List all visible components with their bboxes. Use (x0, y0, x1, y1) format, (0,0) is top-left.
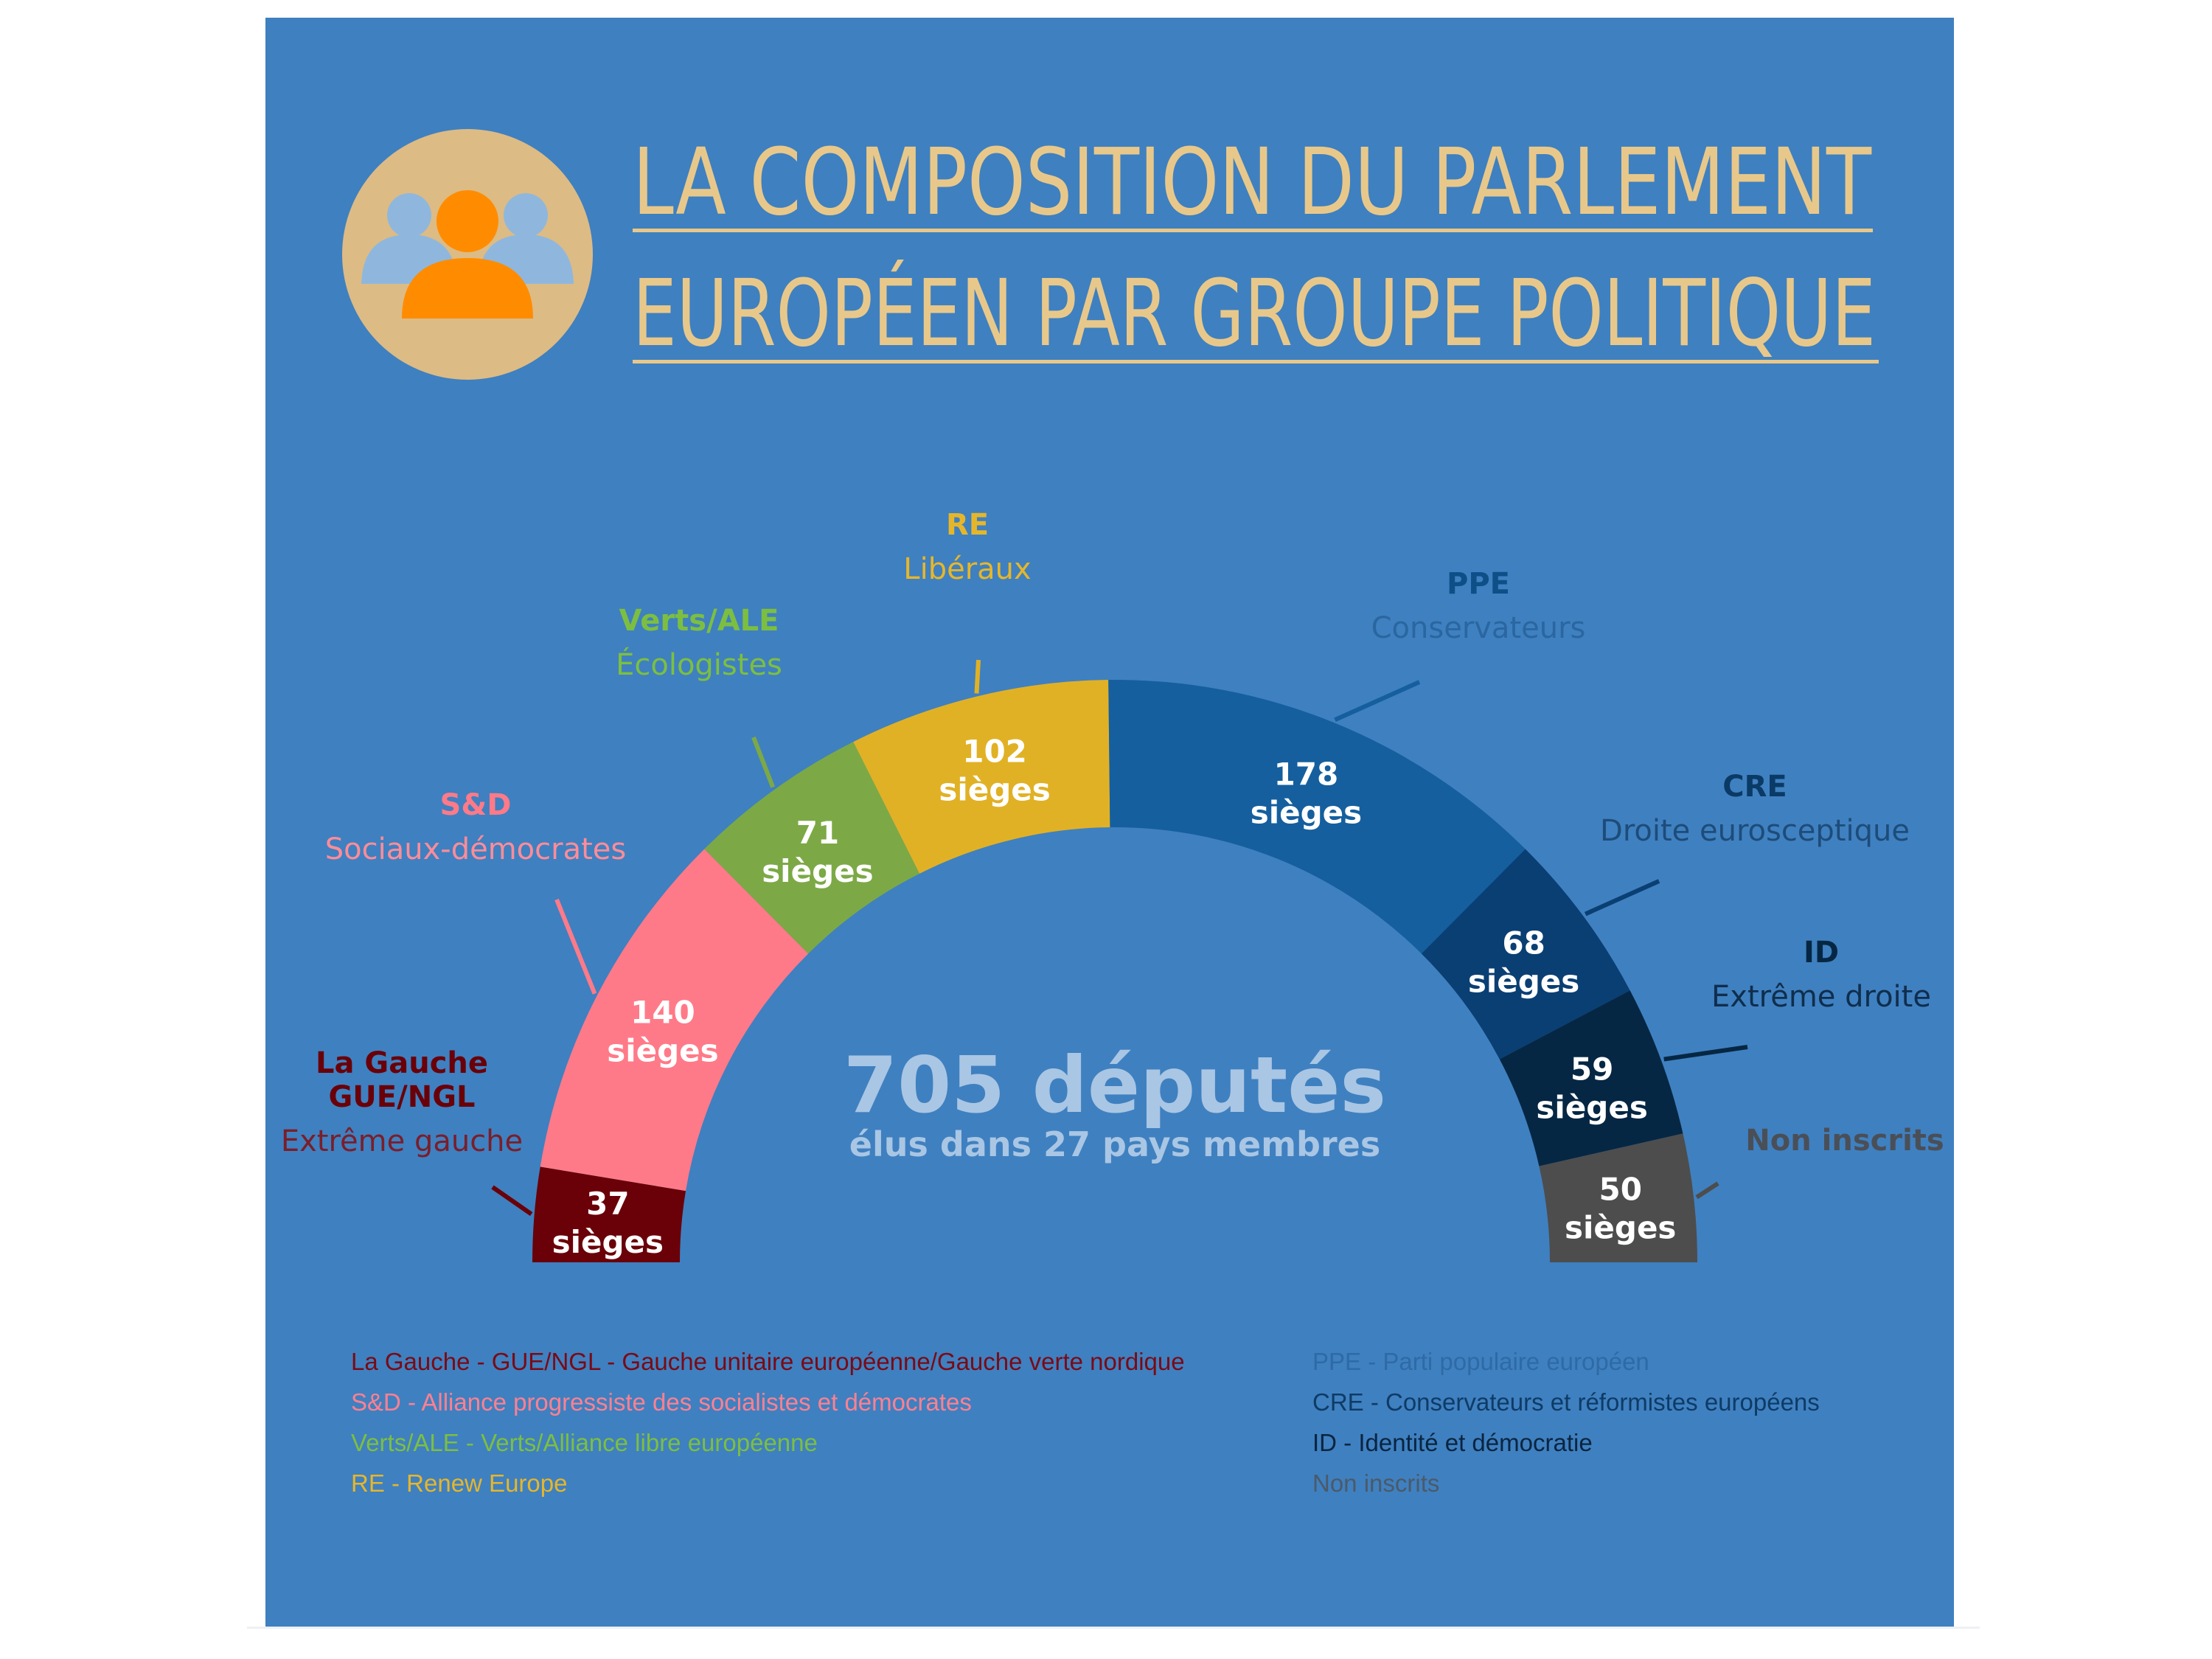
segment-value-0-line-0: 37 (586, 1186, 629, 1222)
segment-value-0-line-1: sièges (552, 1224, 664, 1260)
segment-value-2-line-1: sièges (762, 853, 873, 889)
total-subtitle: élus dans 27 pays membres (849, 1124, 1380, 1164)
group-abbr-4-line-0: PPE (1447, 567, 1510, 601)
segment-value-1-line-1: sièges (607, 1032, 718, 1068)
segment-value-6-line-1: sièges (1536, 1090, 1647, 1126)
segment-value-6-line-0: 59 (1571, 1051, 1613, 1088)
group-abbr-5-line-0: CRE (1722, 770, 1787, 804)
legend-item-right-3: Non inscrits (1312, 1470, 1440, 1497)
legend-item-right-0: PPE - Parti populaire européen (1312, 1348, 1649, 1375)
group-desc-5: Droite eurosceptique (1600, 814, 1910, 848)
segment-0 (532, 1166, 686, 1262)
segment-3 (853, 680, 1110, 874)
legend-item-left-1: S&D - Alliance progressiste des socialis… (351, 1388, 972, 1416)
group-abbr-2-line-0: Verts/ALE (619, 604, 779, 638)
connector-0 (491, 1185, 533, 1217)
group-desc-0: Extrême gauche (281, 1124, 523, 1158)
segment-2 (704, 742, 920, 954)
legend-item-left-2: Verts/ALE - Verts/Alliance libre europée… (351, 1429, 818, 1456)
group-desc-1: Sociaux-démocrates (325, 832, 626, 866)
connector-5 (1584, 879, 1660, 917)
segment-value-5-line-0: 68 (1502, 925, 1545, 961)
connector-7 (1695, 1181, 1719, 1200)
legend-item-left-0: La Gauche - GUE/NGL - Gauche unitaire eu… (351, 1348, 1185, 1375)
segment-1 (540, 849, 809, 1192)
group-desc-6: Extrême droite (1711, 980, 1931, 1014)
group-desc-4: Conservateurs (1371, 611, 1586, 645)
segment-5 (1421, 849, 1630, 1060)
bottom-divider (247, 1627, 1980, 1629)
people-group-icon (342, 129, 593, 380)
title-line-2: EUROPÉEN PAR GROUPE POLITIQUE (633, 260, 1876, 367)
segment-4 (1108, 680, 1526, 954)
connector-2 (751, 736, 775, 788)
segment-value-7-line-0: 50 (1599, 1171, 1641, 1207)
chart-segments (532, 680, 1698, 1262)
segment-6 (1499, 990, 1683, 1166)
title-line-1: LA COMPOSITION DU PARLEMENT (633, 129, 1872, 236)
connector-4 (1334, 680, 1421, 722)
group-desc-3: Libéraux (903, 552, 1031, 586)
group-desc-2: Écologistes (616, 647, 782, 682)
segment-value-3-line-1: sièges (939, 772, 1050, 808)
segment-7 (1539, 1133, 1698, 1262)
title-underline-1 (633, 229, 1873, 232)
segment-value-1-line-0: 140 (630, 994, 695, 1030)
segment-value-4-line-1: sièges (1251, 795, 1362, 831)
segment-value-3-line-0: 102 (962, 734, 1027, 770)
group-abbr-7-line-0: Non inscrits (1745, 1124, 1944, 1158)
group-abbr-0-line-0: La Gauche (316, 1046, 488, 1080)
total-deputies: 705 députés (844, 1040, 1386, 1130)
legend-item-left-3: RE - Renew Europe (351, 1470, 568, 1497)
segment-value-5-line-1: sièges (1468, 963, 1579, 999)
segment-value-7-line-1: sièges (1565, 1209, 1676, 1245)
legend-item-right-2: ID - Identité et démocratie (1312, 1429, 1593, 1456)
group-abbr-3-line-0: RE (946, 508, 989, 542)
connector-1 (554, 898, 597, 995)
group-abbr-0-line-1: GUE/NGL (328, 1080, 475, 1114)
group-abbr-6-line-0: ID (1804, 936, 1839, 970)
legend-item-right-1: CRE - Conservateurs et réformistes europ… (1312, 1388, 1820, 1416)
title-underline-2 (633, 360, 1879, 364)
label-connectors (491, 659, 1748, 1217)
segment-value-2-line-0: 71 (796, 815, 839, 851)
connector-3 (974, 659, 981, 694)
segment-value-4-line-0: 178 (1274, 757, 1339, 793)
connector-6 (1663, 1045, 1748, 1062)
group-abbr-1-line-0: S&D (440, 788, 512, 822)
